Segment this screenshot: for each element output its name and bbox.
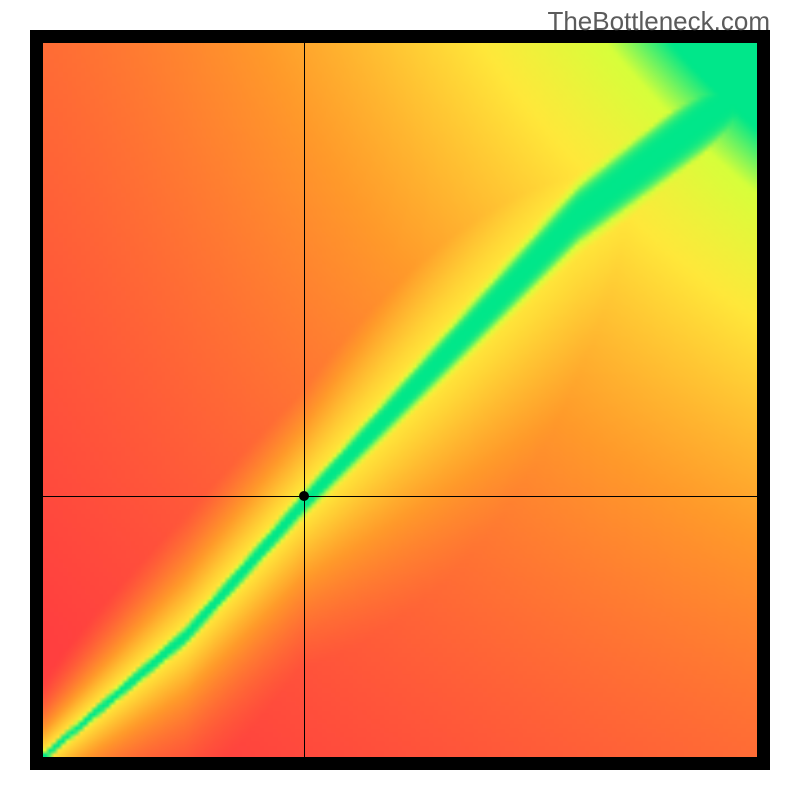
crosshair-horizontal [43, 496, 757, 497]
plot-area [43, 43, 757, 757]
heatmap-canvas [43, 43, 757, 757]
data-point [299, 491, 309, 501]
watermark-text: TheBottleneck.com [547, 6, 770, 37]
chart-container: TheBottleneck.com [0, 0, 800, 800]
plot-frame [30, 30, 770, 770]
crosshair-vertical [304, 43, 305, 757]
